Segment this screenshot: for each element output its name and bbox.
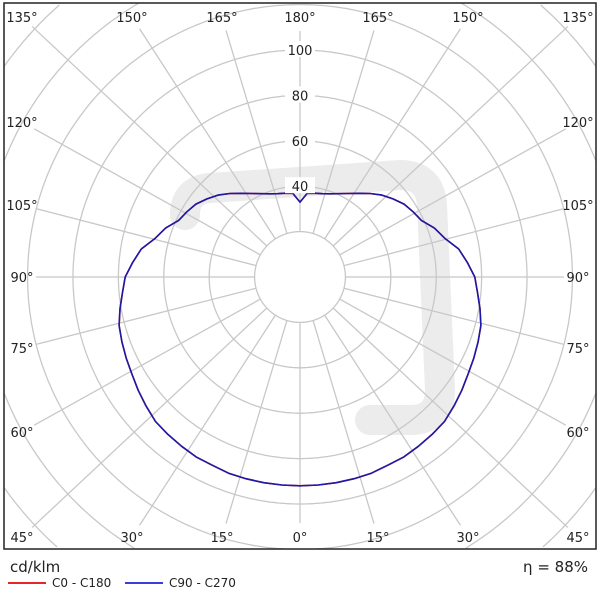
angle-label: 150° xyxy=(116,11,147,26)
series-line-1 xyxy=(118,192,482,487)
chart-frame xyxy=(3,2,597,550)
efficiency-label: η = 88% xyxy=(523,558,588,576)
legend-label: C0 - C180 xyxy=(52,576,112,590)
grid-radial-line xyxy=(332,307,569,528)
angle-label: 60° xyxy=(566,426,589,441)
grid-radial-line xyxy=(343,287,565,346)
angle-label: 105° xyxy=(6,199,37,214)
tick-label-bg xyxy=(285,177,315,194)
radial-tick-label: 100 xyxy=(288,44,313,59)
angle-label: 75° xyxy=(10,342,33,357)
grid-radial-line xyxy=(312,30,375,234)
angle-label: 75° xyxy=(566,342,589,357)
angle-label: 15° xyxy=(366,531,389,546)
tick-label-bg xyxy=(285,86,315,103)
grid-radial-line xyxy=(324,314,461,526)
angle-label: 135° xyxy=(562,11,593,26)
grid-radial-line xyxy=(33,128,261,256)
grid-radial-line xyxy=(343,207,565,267)
grid-radial-line xyxy=(332,26,569,247)
angle-label: 45° xyxy=(566,531,589,546)
grid-radial-line xyxy=(339,298,567,426)
angle-label: 90° xyxy=(566,271,589,286)
tick-label-bg xyxy=(285,131,315,148)
grid-radial-line xyxy=(31,307,268,528)
legend-item-c0-c180: C0 - C180 xyxy=(8,576,111,590)
tick-label-bg xyxy=(285,41,315,57)
plot-area: 40 60 80 100 xyxy=(3,2,597,550)
legend-swatch-blue xyxy=(125,582,163,584)
angle-label: 150° xyxy=(452,11,483,26)
angle-label: 60° xyxy=(10,426,33,441)
angle-label: 120° xyxy=(562,116,593,131)
angle-label: 105° xyxy=(562,199,593,214)
angle-label: 0° xyxy=(293,531,308,546)
angle-label: 165° xyxy=(362,11,393,26)
angle-label: 15° xyxy=(210,531,233,546)
grid-radial-line xyxy=(312,320,375,524)
grid-radial-line xyxy=(139,314,276,526)
angle-label: 120° xyxy=(6,116,37,131)
grid-radial-line xyxy=(339,128,567,256)
unit-label: cd/klm xyxy=(10,558,61,576)
angle-label: 180° xyxy=(284,11,315,26)
radial-tick-label: 60 xyxy=(292,135,309,150)
angle-label: 90° xyxy=(10,271,33,286)
legend-label: C90 - C270 xyxy=(169,576,236,590)
grid-radial-line xyxy=(225,320,288,524)
legend-item-c90-c270: C90 - C270 xyxy=(125,576,236,590)
radial-tick-label: 40 xyxy=(292,180,309,195)
angle-label: 165° xyxy=(206,11,237,26)
grid-radial-line xyxy=(324,28,461,240)
legend-swatch-red xyxy=(8,582,46,584)
grid-ring xyxy=(3,2,597,549)
angle-label: 30° xyxy=(120,531,143,546)
grid-radial-line xyxy=(139,28,276,240)
angle-label: 45° xyxy=(10,531,33,546)
grid-ring xyxy=(3,4,597,548)
radial-tick-label: 80 xyxy=(292,89,309,104)
grid-radial-line xyxy=(33,298,261,426)
grid-ring xyxy=(253,230,347,324)
angle-label: 30° xyxy=(456,531,479,546)
grid-radial-line xyxy=(35,287,257,346)
grid-radial-line xyxy=(31,26,268,247)
grid-radial-line xyxy=(225,30,288,234)
angle-label: 135° xyxy=(6,11,37,26)
watermark-logo xyxy=(170,159,456,435)
grid-radial-line xyxy=(35,207,257,267)
